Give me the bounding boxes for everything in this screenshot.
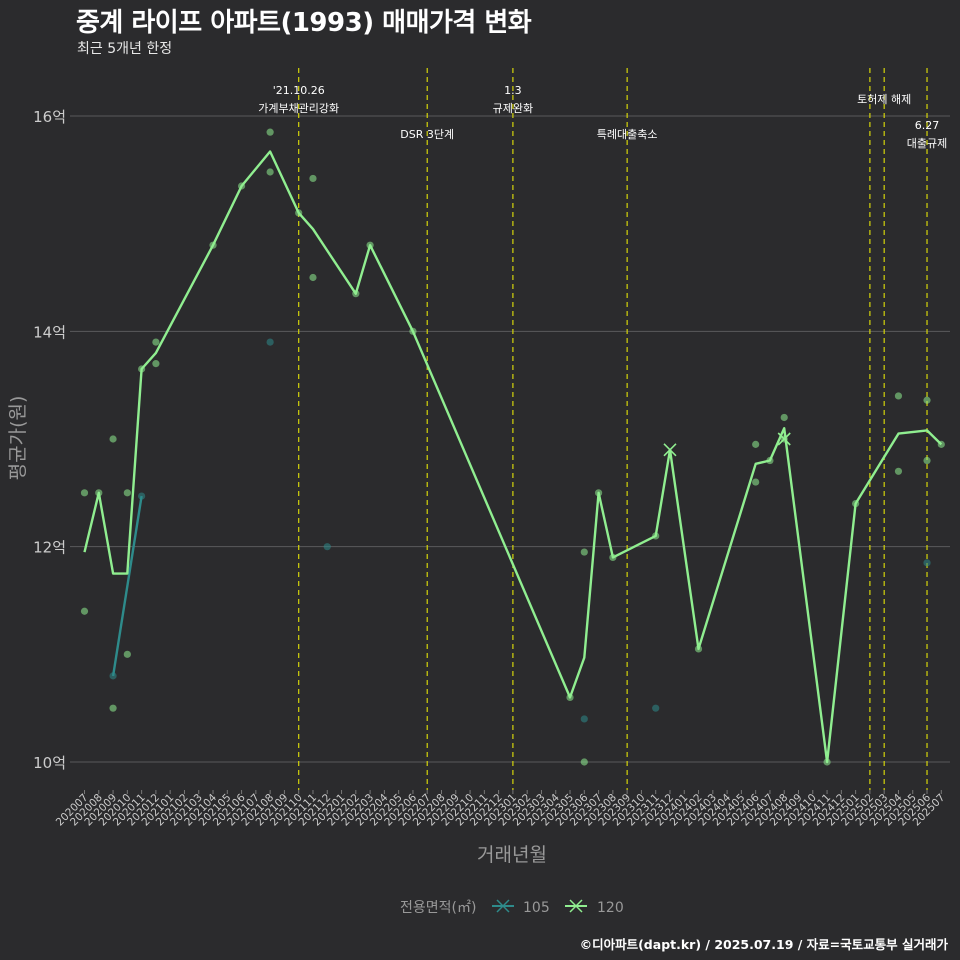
- point-120-23: [594, 489, 603, 497]
- marker-120-0: [663, 443, 677, 457]
- point-120-21: [580, 548, 588, 556]
- y-axis-label: 평균가(원): [7, 396, 29, 481]
- point-120-22: [580, 758, 588, 766]
- point-105-5: [652, 704, 660, 712]
- legend-label-105: 105: [523, 900, 550, 916]
- point-120-11: [237, 182, 246, 190]
- point-120-25: [652, 532, 660, 540]
- point-120-2: [95, 489, 103, 497]
- point-105-3: [323, 543, 331, 551]
- point-120-5: [123, 489, 131, 497]
- event-label-6-0: 6.27: [915, 119, 940, 132]
- chart-subtitle: 최근 5개년 한정: [77, 41, 173, 57]
- y-tick-label-0: 10억: [33, 754, 66, 772]
- point-105-1: [138, 492, 146, 500]
- point-120-17: [352, 290, 360, 298]
- marker-120-1: [777, 432, 791, 446]
- legend-x-icon-120: [569, 899, 583, 913]
- y-tick-label-2: 14억: [33, 323, 66, 341]
- source-caption: ©디아파트(dapt.kr) / 2025.07.19 / 자료=국토교통부 실…: [579, 937, 948, 952]
- point-120-36: [923, 396, 931, 404]
- point-120-15: [309, 174, 317, 183]
- point-120-1: [80, 607, 89, 615]
- event-label-2-1: 규제완화: [493, 102, 533, 115]
- point-105-4: [580, 715, 588, 723]
- grid-layer: [70, 115, 950, 763]
- point-120-19: [409, 327, 417, 335]
- point-120-26: [694, 645, 703, 653]
- legend: 전용면적(㎡) 105 120: [400, 899, 624, 916]
- point-120-27: [752, 440, 760, 448]
- event-label-2-0: 1.3: [504, 84, 522, 97]
- point-120-18: [366, 241, 374, 249]
- y-tick-label-1: 12억: [33, 539, 66, 557]
- chart-title: 중계 라이프 아파트(1993) 매매가격 변화: [76, 8, 532, 38]
- point-120-37: [923, 456, 931, 465]
- legend-x-icon-105: [496, 899, 510, 913]
- legend-item-105: 105: [492, 899, 550, 916]
- point-120-24: [609, 553, 617, 562]
- x-axis-label: 거래년월: [477, 844, 547, 866]
- point-120-34: [894, 392, 903, 400]
- event-label-0-0: '21.10.26: [273, 84, 325, 97]
- point-120-28: [752, 478, 760, 486]
- series-line-105: [111, 495, 143, 677]
- point-layer: [80, 128, 945, 766]
- legend-title: 전용면적(㎡): [400, 900, 476, 916]
- point-120-35: [894, 467, 903, 475]
- point-120-30: [780, 413, 788, 422]
- event-label-3-0: 특례대출축소: [597, 128, 658, 141]
- point-105-0: [109, 672, 117, 680]
- point-120-33: [852, 500, 860, 508]
- legend-item-120: 120: [565, 899, 624, 916]
- point-120-3: [109, 435, 117, 443]
- point-105-6: [923, 559, 931, 567]
- point-120-16: [309, 273, 317, 282]
- point-120-4: [109, 704, 117, 712]
- point-120-6: [123, 650, 131, 658]
- event-label-5-0: 토허제 해제: [857, 92, 911, 106]
- point-120-9: [152, 360, 160, 368]
- point-120-10: [209, 241, 217, 249]
- point-120-12: [266, 128, 274, 136]
- point-120-32: [823, 758, 831, 766]
- axis-layer: 10억12억14억16억2020072020082020092020102020…: [33, 108, 947, 828]
- point-120-14: [295, 209, 303, 217]
- point-120-7: [138, 365, 146, 373]
- y-tick-label-3: 16억: [33, 108, 66, 126]
- event-label-1-0: DSR 3단계: [400, 128, 454, 141]
- point-105-2: [266, 338, 274, 346]
- point-120-0: [80, 489, 89, 497]
- point-120-38: [937, 440, 945, 448]
- point-120-20: [566, 693, 574, 702]
- point-120-29: [766, 456, 774, 465]
- event-label-0-1: 가계부채관리강화: [258, 102, 339, 115]
- point-120-13: [266, 168, 274, 176]
- legend-label-120: 120: [597, 900, 624, 916]
- point-120-8: [152, 338, 160, 346]
- event-label-6-1: 대출규제: [907, 137, 947, 150]
